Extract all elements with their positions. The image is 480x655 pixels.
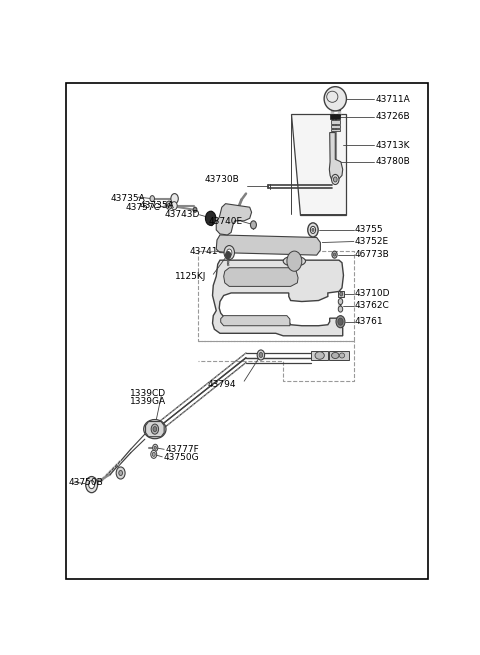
Circle shape [193,207,197,212]
Circle shape [116,467,125,479]
Text: 46773B: 46773B [355,250,389,259]
Bar [331,125,340,128]
Circle shape [338,299,343,305]
Text: 1339CD: 1339CD [130,389,166,398]
Circle shape [85,477,97,493]
Circle shape [227,249,232,256]
Text: 43735A: 43735A [139,201,174,210]
Circle shape [340,292,343,296]
Circle shape [336,316,345,328]
Ellipse shape [283,256,306,266]
Ellipse shape [144,420,166,439]
Circle shape [251,221,256,229]
Circle shape [257,350,264,360]
Text: 43780B: 43780B [375,157,410,166]
Ellipse shape [315,352,324,360]
Text: 43757C: 43757C [125,203,160,212]
Text: 43743D: 43743D [164,210,200,219]
Ellipse shape [339,353,345,358]
Text: 43740E: 43740E [209,217,243,226]
Circle shape [151,450,156,458]
Circle shape [153,444,158,451]
Circle shape [312,229,314,231]
Circle shape [334,253,336,256]
Circle shape [224,246,234,259]
Ellipse shape [324,86,347,111]
Text: 43750B: 43750B [68,477,103,487]
Text: 43761: 43761 [355,317,383,326]
Text: 43755: 43755 [355,225,383,234]
Polygon shape [213,260,344,336]
Text: 1339GA: 1339GA [130,397,166,406]
Circle shape [332,251,337,258]
Ellipse shape [332,352,339,358]
Bar [330,115,340,119]
Circle shape [166,201,172,209]
Circle shape [150,196,155,202]
Text: 43735A: 43735A [110,194,145,203]
Bar [329,352,349,360]
Polygon shape [224,268,298,286]
Polygon shape [216,204,252,235]
Circle shape [338,306,343,312]
Bar [338,291,344,297]
Text: 1125KJ: 1125KJ [175,272,207,281]
Circle shape [338,318,343,326]
Circle shape [154,446,156,449]
Text: 43726B: 43726B [375,113,410,121]
Circle shape [152,453,155,457]
Bar [331,128,340,131]
Text: 43711A: 43711A [375,95,410,103]
Circle shape [308,223,318,237]
Circle shape [311,227,315,233]
Text: 43713K: 43713K [375,141,410,150]
Text: 43750G: 43750G [163,453,199,462]
Polygon shape [145,422,164,437]
Circle shape [168,203,170,207]
Circle shape [205,212,216,225]
Bar [331,120,340,124]
Bar [311,351,328,360]
Text: 43794: 43794 [208,381,237,389]
Text: 43710D: 43710D [355,290,390,299]
Text: 43741: 43741 [190,246,218,255]
Circle shape [171,194,178,204]
Polygon shape [221,316,290,326]
Text: 43752E: 43752E [355,237,389,246]
Polygon shape [290,114,347,215]
Text: 43777F: 43777F [165,445,199,454]
Text: 43762C: 43762C [355,301,389,310]
Polygon shape [329,132,343,179]
Circle shape [119,470,122,476]
Circle shape [226,252,231,259]
Circle shape [171,202,177,210]
Text: 43730B: 43730B [204,175,239,184]
Circle shape [259,352,263,358]
Circle shape [89,481,95,489]
Polygon shape [216,235,321,255]
Circle shape [287,251,302,271]
Circle shape [151,424,158,434]
Circle shape [332,174,339,185]
Circle shape [334,177,337,182]
Circle shape [153,426,157,432]
